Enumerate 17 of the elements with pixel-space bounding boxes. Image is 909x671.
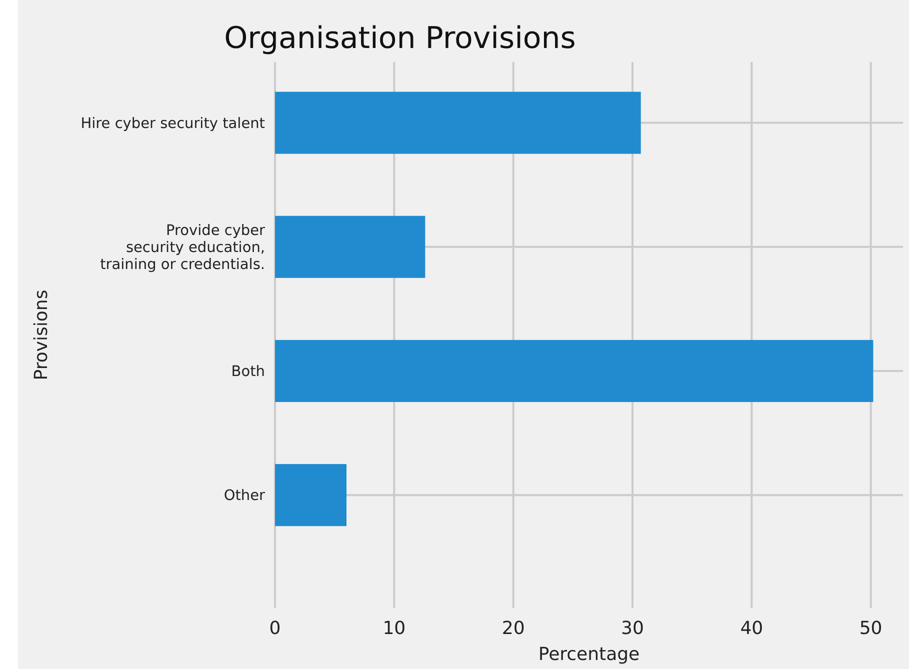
- bar: [275, 340, 874, 402]
- chart-title: Organisation Provisions: [224, 21, 576, 56]
- bar: [275, 92, 641, 154]
- y-tick-label: Both: [231, 364, 265, 380]
- x-tick-label: 0: [269, 618, 281, 639]
- bar: [275, 216, 426, 278]
- y-axis-title: Provisions: [31, 290, 52, 380]
- x-tick-label: 20: [502, 618, 525, 639]
- x-axis-title: Percentage: [538, 644, 640, 665]
- x-tick-label: 40: [740, 618, 764, 639]
- y-tick-label: Hire cyber security talent: [80, 116, 266, 132]
- y-tick-label: Provide cyber security education, training or credentials.: [100, 222, 266, 273]
- y-tick-label: Other: [224, 488, 266, 504]
- bar: [275, 464, 346, 526]
- x-tick-label: 10: [382, 618, 406, 639]
- x-tick-label: 30: [621, 618, 644, 639]
- x-tick-label: 50: [859, 618, 882, 639]
